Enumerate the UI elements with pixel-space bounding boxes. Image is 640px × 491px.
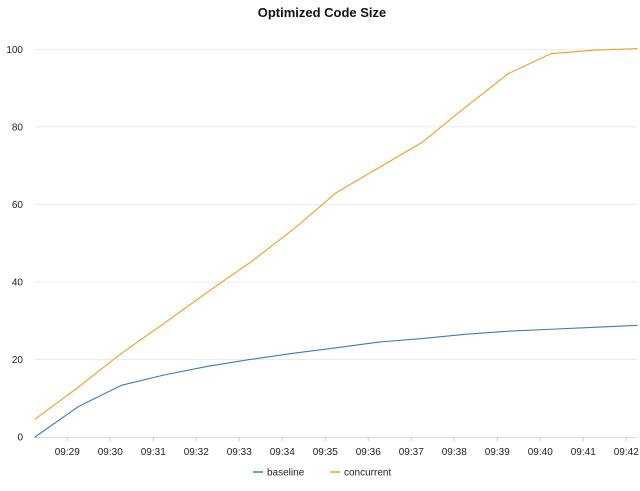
axes: 0 20 40 60 80 100 09:29 09:30 09:31 09:32 09:33 09:… — [6, 45, 639, 458]
legend-label-baseline: baseline — [267, 468, 305, 479]
series-line-baseline — [34, 324, 638, 438]
x-tick-label: 09:38 — [442, 447, 467, 458]
y-tick-label: 60 — [12, 200, 24, 211]
x-tick-label: 09:35 — [313, 447, 338, 458]
x-tick-label: 09:34 — [270, 447, 295, 458]
y-tick-label: 20 — [12, 355, 24, 366]
x-tick-label: 09:41 — [571, 447, 596, 458]
x-tick-label: 09:37 — [399, 447, 424, 458]
x-tick-label: 09:30 — [98, 447, 123, 458]
legend: baseline concurrent — [253, 468, 391, 479]
series-line-concurrent — [34, 48, 638, 420]
legend-label-concurrent: concurrent — [344, 468, 391, 479]
x-tick-label: 09:29 — [55, 447, 80, 458]
x-tick-label: 09:36 — [356, 447, 381, 458]
x-tick-label: 09:42 — [614, 447, 639, 458]
y-tick-label: 80 — [12, 122, 24, 133]
gridlines — [35, 48, 637, 360]
series-lines — [34, 48, 638, 438]
x-tick-label: 09:39 — [485, 447, 510, 458]
y-tick-label: 0 — [17, 433, 23, 444]
y-tick-label: 100 — [6, 45, 23, 56]
y-tick-label: 40 — [12, 277, 24, 288]
x-tick-label: 09:32 — [184, 447, 209, 458]
chart-title: Optimized Code Size — [258, 5, 387, 20]
x-tick-label: 09:33 — [227, 447, 252, 458]
x-tick-label: 09:31 — [141, 447, 166, 458]
x-tick-label: 09:40 — [528, 447, 553, 458]
